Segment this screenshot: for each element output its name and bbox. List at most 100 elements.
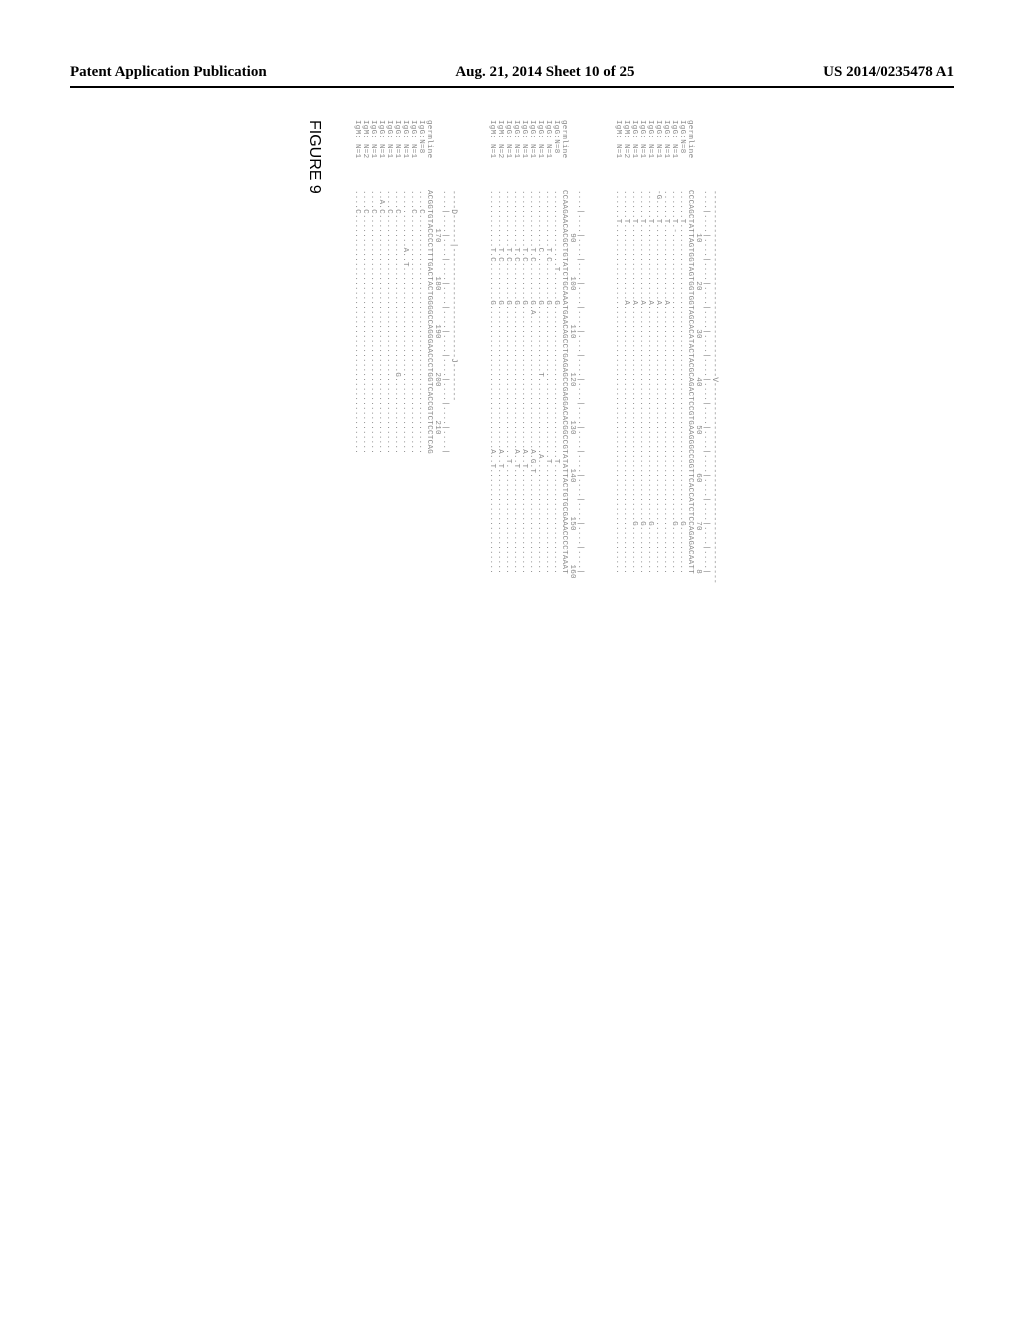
sequence-row: IgG: N=1............A..T................… — [401, 120, 409, 1200]
sequence-text: ....C...................................… — [385, 190, 393, 454]
sequence-label: IgG: N=1 — [520, 120, 528, 190]
sequence-label: IgG: N=1 — [369, 120, 377, 190]
sequence-row: IgG:N=8......T..........................… — [678, 120, 686, 1200]
sequence-alignment: ---------------------------------------V… — [353, 120, 719, 1200]
sequence-label: germline — [425, 120, 433, 190]
ruler-line: ....|....|....|....|....|....|....|....|… — [441, 190, 449, 1200]
sequence-text: ..A.C...................................… — [377, 190, 385, 454]
sequence-text: ......T.-...............................… — [670, 190, 678, 574]
sequence-label: IgG: N=1 — [630, 120, 638, 190]
sequence-label: IgG: N=1 — [662, 120, 670, 190]
sequence-row: IgM: N=2....C...........................… — [361, 120, 369, 1200]
sequence-text: ......T.................................… — [614, 190, 622, 574]
sequence-row: IgG: N=1....C...........................… — [385, 120, 393, 1200]
sequence-label: IgG:N=8 — [678, 120, 686, 190]
sequence-row: IgM: N=1............T.C........G........… — [488, 120, 496, 1200]
sequence-label: IgG: N=1 — [536, 120, 544, 190]
sequence-label: IgG: N=1 — [670, 120, 678, 190]
sequence-row: IgG: N=1............T.C........G........… — [520, 120, 528, 1200]
sequence-text: ....C...................................… — [417, 190, 425, 454]
sequence-text: ......T.................................… — [678, 190, 686, 574]
sequence-row: IgG: N=1....C...........................… — [393, 120, 401, 1200]
header-right: US 2014/0235478 A1 — [823, 64, 954, 81]
sequence-label: germline — [686, 120, 694, 190]
sequence-row: IgG: N=1............C..........G........… — [536, 120, 544, 1200]
sequence-row: IgG: N=1............T.C........G.A......… — [528, 120, 536, 1200]
sequence-row: IgG: N=1............T.C........G........… — [512, 120, 520, 1200]
position-numbers: 10 20 30 40 50 60 70 8 — [694, 190, 702, 1200]
sequence-label: IgG: N=1 — [638, 120, 646, 190]
alignment-block: ----D------|-----------------------J----… — [353, 120, 458, 1200]
sequence-row: IgG: N=1......T................A........… — [630, 120, 638, 1200]
sequence-label: IgM: N=2 — [496, 120, 504, 190]
sequence-text: ....C...................................… — [353, 190, 361, 454]
sequence-row: germlineCCAAGAACACGCTGTATCTGCAAATGAACAGC… — [560, 120, 568, 1200]
sequence-text: CCCAGCTATTAGTGGTAGTGGTGGTAGCACATACTACGCA… — [686, 190, 694, 574]
sequence-text: -G....T................A................… — [654, 190, 662, 574]
region-header: ----D------|-----------------------J----… — [449, 190, 458, 1200]
sequence-row: germlineCCCAGCTATTAGTGGTAGTGGTGGTAGCACAT… — [686, 120, 694, 1200]
sequence-text: ......T................A................… — [630, 190, 638, 574]
sequence-label: IgG:N=8 — [417, 120, 425, 190]
sequence-text: ......T................A................… — [622, 190, 630, 574]
sequence-label: IgG: N=1 — [654, 120, 662, 190]
position-numbers: 170 180 190 200 210 — [433, 190, 441, 1200]
position-numbers: 90 100 110 120 130 140 150 160 — [568, 190, 576, 1200]
header-left: Patent Application Publication — [70, 64, 267, 81]
alignment-block: ---------------------------------------V… — [614, 120, 719, 1200]
sequence-label: IgG: N=1 — [385, 120, 393, 190]
sequence-row: IgG: N=1............T.C........G........… — [544, 120, 552, 1200]
sequence-text: ....C...................................… — [409, 190, 417, 454]
sequence-row: germlineACGGTGTACCCCTTTGACTACTGGGGCCAGGG… — [425, 120, 433, 1200]
sequence-row: IgM: N=1....C...........................… — [353, 120, 361, 1200]
sequence-row: IgG: N=1............T.C........G........… — [504, 120, 512, 1200]
sequence-label: IgM: N=2 — [622, 120, 630, 190]
header-rule — [70, 86, 954, 88]
sequence-text: ....C.................................G.… — [393, 190, 401, 454]
sequence-row: IgG: N=1....C...........................… — [369, 120, 377, 1200]
sequence-text: ............T.C........G................… — [496, 190, 504, 574]
page-header: Patent Application Publication Aug. 21, … — [0, 64, 1024, 81]
sequence-row: IgM: N=2......T................A........… — [622, 120, 630, 1200]
sequence-text: ....C...................................… — [369, 190, 377, 454]
sequence-row: IgG: N=1-G....T................A........… — [654, 120, 662, 1200]
ruler-line: ....|....|....|....|....|....|....|....|… — [702, 190, 710, 1200]
sequence-label: IgM: N=1 — [614, 120, 622, 190]
sequence-label: IgG: N=1 — [528, 120, 536, 190]
sequence-label: IgM: N=1 — [353, 120, 361, 190]
sequence-text: ............T.C........G................… — [544, 190, 552, 574]
sequence-label: IgG: N=1 — [401, 120, 409, 190]
sequence-text: CCAAGAACACGCTGTATCTGCAAATGAACAGCCTGAGAGC… — [560, 190, 568, 574]
sequence-label: IgG: N=1 — [544, 120, 552, 190]
sequence-label: IgG:N=8 — [552, 120, 560, 190]
sequence-label: germline — [560, 120, 568, 190]
alignment-block: ....|....|....|....|....|....|....|....|… — [488, 120, 584, 1200]
sequence-text: ................T......G................… — [552, 190, 560, 574]
sequence-label: IgG: N=1 — [512, 120, 520, 190]
sequence-text: ............T.C........G................… — [520, 190, 528, 574]
sequence-label: IgG: N=1 — [409, 120, 417, 190]
sequence-text: ACGGTGTACCCCTTTGACTACTGGGGCCAGGGAACCCTGG… — [425, 190, 433, 454]
sequence-row: IgG: N=1......T................A........… — [662, 120, 670, 1200]
sequence-text: ............A..T........................… — [401, 190, 409, 454]
figure-caption: FIGURE 9 — [305, 120, 323, 1200]
sequence-row: IgG:N=8................T......G.........… — [552, 120, 560, 1200]
sequence-text: ............C..........G..............T.… — [536, 190, 544, 574]
sequence-text: ......T................A................… — [638, 190, 646, 574]
sequence-label: IgG: N=1 — [393, 120, 401, 190]
sequence-row: IgG: N=1......T................A........… — [646, 120, 654, 1200]
sequence-text: ......T................A................… — [662, 190, 670, 574]
sequence-row: IgG: N=1......T.-.......................… — [670, 120, 678, 1200]
sequence-text: ....C...................................… — [361, 190, 369, 454]
sequence-label: IgG: N=1 — [504, 120, 512, 190]
sequence-text: ............T.C........G................… — [512, 190, 520, 574]
sequence-label: IgG: N=1 — [377, 120, 385, 190]
header-center: Aug. 21, 2014 Sheet 10 of 25 — [455, 64, 634, 81]
sequence-row: IgG:N=8....C............................… — [417, 120, 425, 1200]
region-header: ---------------------------------------V… — [710, 190, 719, 1200]
sequence-row: IgG: N=1......T................A........… — [638, 120, 646, 1200]
sequence-text: ............T.C........G................… — [504, 190, 512, 574]
sequence-text: ............T.C........G.A..............… — [528, 190, 536, 574]
sequence-label: IgG: N=1 — [646, 120, 654, 190]
sequence-text: ............T.C........G................… — [488, 190, 496, 574]
